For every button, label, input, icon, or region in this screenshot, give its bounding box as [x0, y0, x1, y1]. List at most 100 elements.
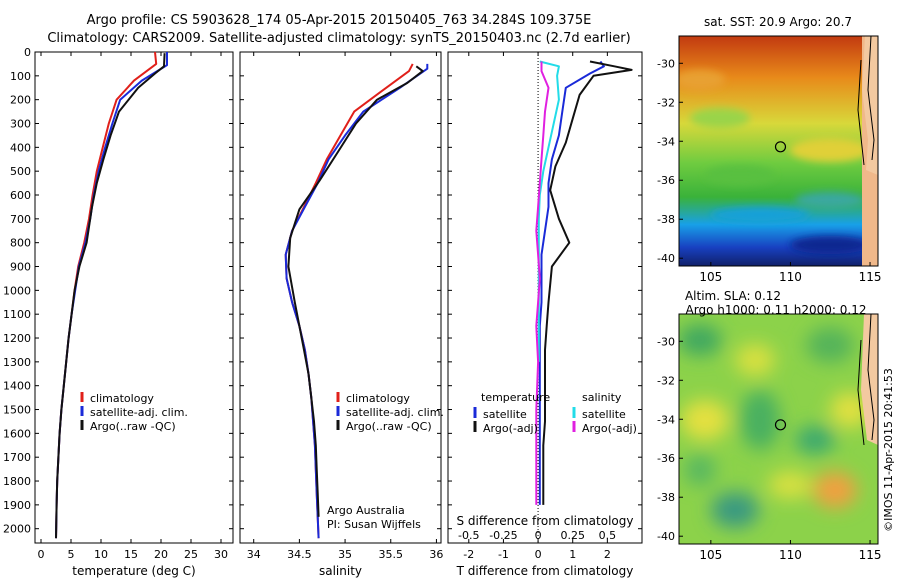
annotation-text: PI: Susan Wijffels: [327, 518, 421, 531]
map-y-tick-label: -30: [657, 57, 675, 70]
plot-frame: [447, 51, 643, 544]
map-y-tick-label: -38: [657, 491, 675, 504]
depth-tick-label: 1300: [3, 356, 31, 369]
header-line1: Argo profile: CS 5903628_174 05-Apr-2015…: [87, 13, 592, 28]
map-x-tick-label: 110: [779, 548, 802, 562]
map-y-tick-label: -36: [657, 452, 675, 465]
x-tick-label: 34: [247, 548, 261, 561]
legend-label: satellite-adj. clim.: [346, 406, 444, 419]
sla-field: [679, 314, 878, 544]
depth-tick-label: 800: [10, 237, 31, 250]
sst-argo-marker: [774, 141, 787, 153]
depth-tick-label: 1500: [3, 404, 31, 417]
map-y-tick-label: -34: [657, 135, 675, 148]
x-tick-label: 0: [38, 548, 45, 561]
x-tick-label: 35.5: [379, 548, 404, 561]
depth-tick-label: 1700: [3, 451, 31, 464]
x-tick-label: 36: [429, 548, 443, 561]
depth-tick-label: 1800: [3, 475, 31, 488]
legend-label: Argo(..raw -QC): [90, 420, 176, 433]
top-x-tick-label: 0.5: [599, 529, 617, 542]
x-tick-label: 35: [338, 548, 352, 561]
legend-label: Argo(-adj): [582, 422, 637, 435]
sla-frame: [678, 313, 879, 545]
legend-header: salinity: [582, 391, 622, 404]
series-line-2: [287, 65, 424, 517]
depth-tick-label: 1600: [3, 427, 31, 440]
legend-label: Argo(-adj): [483, 422, 538, 435]
series-line-1: [284, 63, 429, 539]
map-y-tick-label: -40: [657, 530, 675, 543]
depth-tick-label: 1000: [3, 284, 31, 297]
depth-tick-label: 200: [10, 94, 31, 107]
depth-tick-label: 0: [24, 46, 31, 59]
plot-frame: [239, 51, 442, 544]
depth-tick-label: 300: [10, 118, 31, 131]
sst-axes: 105 110 115 -30 -32 -34 -36 -38 -40: [657, 57, 881, 284]
legend-header: temperature: [481, 391, 550, 404]
map-y-tick-label: -38: [657, 213, 675, 226]
depth-tick-label: 900: [10, 261, 31, 274]
x-tick-label: 20: [154, 548, 168, 561]
map-y-tick-label: -30: [657, 335, 675, 348]
annotation-text: Argo Australia: [327, 504, 405, 517]
x-tick-label: -1: [498, 548, 509, 561]
top-x-tick-label: -0.25: [489, 529, 517, 542]
depth-tick-label: 1200: [3, 332, 31, 345]
map-x-tick-label: 115: [859, 548, 882, 562]
sst-title: sat. SST: 20.9 Argo: 20.7: [704, 15, 852, 29]
sst-frame: [678, 35, 879, 267]
map-y-tick-label: -34: [657, 413, 675, 426]
legend-label: Argo(..raw -QC): [346, 420, 432, 433]
sla-map: Altim. SLA: 0.12 Argo h1000: 0.11 h2000:…: [657, 289, 881, 562]
sla-axes: 105 110 115 -30 -32 -34 -36 -38 -40: [657, 335, 881, 562]
map-y-tick-label: -36: [657, 174, 675, 187]
depth-tick-label: 1900: [3, 499, 31, 512]
x-axis-label: T difference from climatology: [456, 564, 634, 578]
sst-field: [679, 36, 878, 266]
salinity-panel: 34 34.5 35 35.5 36 salinity climatologysatelli…: [239, 51, 444, 578]
sst-map: sat. SST: 20.9 Argo: 20.7 105 110 115 -30 -3…: [657, 15, 881, 284]
series-line-1: [542, 60, 633, 505]
x-tick-label: 0: [535, 548, 542, 561]
depth-tick-label: 1100: [3, 308, 31, 321]
map-x-tick-label: 110: [779, 270, 802, 284]
header-line2: Climatology: CARS2009. Satellite-adjuste…: [47, 31, 630, 46]
legend-label: climatology: [346, 392, 410, 405]
series-line-2: [55, 53, 166, 539]
series-line-0: [538, 60, 605, 505]
depth-tick-label: 2000: [3, 523, 31, 536]
copyright-label: ©IMOS 11-Apr-2015 20:41:53: [882, 368, 895, 532]
series-line-1: [55, 52, 168, 539]
series-line-3: [535, 61, 550, 505]
depth-tick-label: 1400: [3, 380, 31, 393]
series-line-0: [55, 51, 158, 539]
x-axis-label: temperature (deg C): [72, 564, 195, 578]
map-y-tick-label: -32: [657, 374, 675, 387]
depth-tick-label: 400: [10, 141, 31, 154]
legend-label: satellite: [582, 408, 626, 421]
depth-tick-label: 100: [10, 70, 31, 83]
legend-label: climatology: [90, 392, 154, 405]
map-y-tick-label: -32: [657, 96, 675, 109]
map-y-tick-label: -40: [657, 252, 675, 265]
x-tick-label: 1: [569, 548, 576, 561]
top-x-tick-label: 0.25: [560, 529, 585, 542]
temperature-panel: 0100200300400500600700800900100011001200…: [3, 46, 234, 578]
x-tick-label: 10: [94, 548, 108, 561]
x-axis-label: salinity: [319, 564, 362, 578]
top-axis-label: S difference from climatology: [457, 514, 634, 528]
sla-title: Altim. SLA: 0.12: [685, 289, 781, 303]
x-tick-label: -2: [463, 548, 474, 561]
map-x-tick-label: 105: [699, 548, 722, 562]
legend-label: satellite: [483, 408, 527, 421]
depth-tick-label: 700: [10, 213, 31, 226]
plot-frame: [34, 51, 234, 544]
depth-tick-label: 600: [10, 189, 31, 202]
x-tick-label: 2: [604, 548, 611, 561]
top-x-tick-label: -0.5: [458, 529, 479, 542]
x-tick-label: 5: [68, 548, 75, 561]
x-tick-label: 34.5: [287, 548, 312, 561]
difference-panel: -2 -1 0 1 2 T difference from climatology -0.5…: [447, 51, 643, 578]
